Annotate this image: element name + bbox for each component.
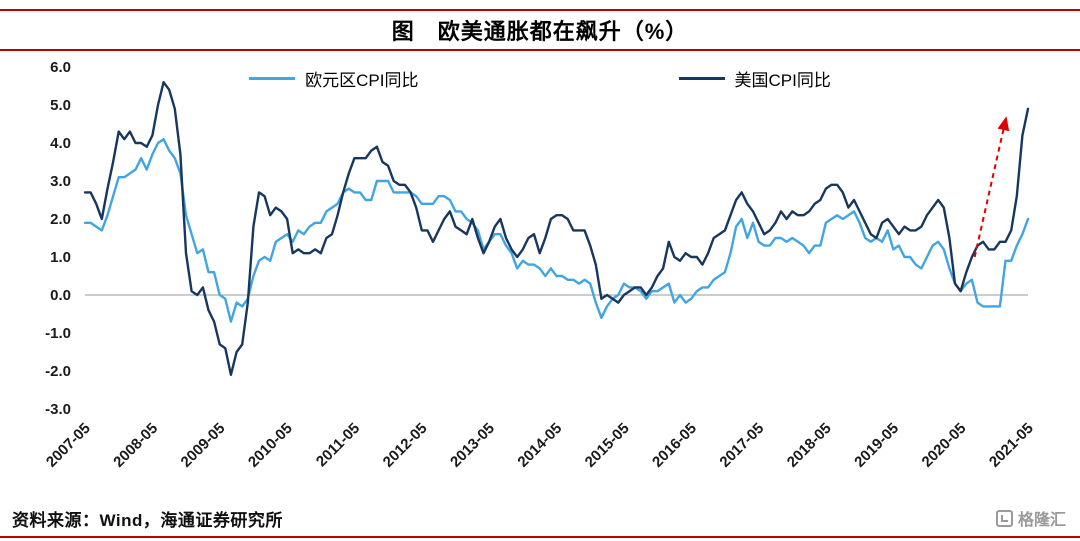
top-divider	[0, 9, 1080, 11]
x-tick-label: 2015-05	[582, 420, 633, 471]
x-tick-label: 2007-05	[43, 420, 94, 471]
page-footer: 资料来源：Wind，海通证券研究所 格隆汇	[12, 503, 1066, 533]
x-tick-label: 2011-05	[313, 420, 363, 470]
x-tick-label: 2013-05	[447, 420, 498, 471]
eurozone-cpi-line	[83, 137, 1030, 323]
x-tick-label: 2021-05	[986, 420, 1037, 471]
y-tick-label: -2.0	[45, 363, 71, 380]
y-tick-label: -3.0	[45, 401, 71, 418]
y-tick-label: 4.0	[50, 135, 71, 152]
chart-canvas: 6.0 5.0 4.0 3.0 2.0 1.0 0.0 -1.0 -2.0 -3.0 2007-05…	[43, 59, 1037, 471]
x-tick-label: 2010-05	[245, 420, 296, 471]
us-cpi-line	[83, 81, 1030, 376]
x-tick-label: 2019-05	[851, 420, 902, 471]
bottom-divider	[0, 536, 1080, 538]
gelonghui-icon	[995, 509, 1013, 527]
chart-title: 图 欧美通胀都在飙升（%）	[391, 19, 689, 44]
x-tick-label: 2014-05	[514, 420, 565, 471]
x-tick-label: 2017-05	[716, 420, 767, 471]
y-tick-label: -1.0	[45, 325, 71, 342]
x-tick-label: 2020-05	[919, 420, 970, 471]
surge-arrow-annotation	[973, 116, 1010, 258]
y-tick-label: 5.0	[50, 97, 71, 114]
x-tick-label: 2016-05	[649, 420, 700, 471]
y-tick-label: 0.0	[50, 287, 71, 304]
y-tick-label: 1.0	[50, 249, 71, 266]
y-tick-label: 3.0	[50, 173, 71, 190]
x-tick-label: 2018-05	[784, 420, 835, 471]
x-tick-label: 2008-05	[110, 420, 161, 471]
cpi-line-chart: 6.0 5.0 4.0 3.0 2.0 1.0 0.0 -1.0 -2.0 -3.0 2007-05…	[0, 54, 1080, 486]
data-source: 资料来源：Wind，海通证券研究所	[12, 510, 283, 530]
gelonghui-logo: 格隆汇	[995, 506, 1066, 530]
x-tick-label: 2012-05	[380, 420, 431, 471]
x-tick-label: 2009-05	[178, 420, 229, 471]
y-tick-label: 2.0	[50, 211, 71, 228]
gelonghui-logo-text: 格隆汇	[1017, 512, 1066, 529]
y-tick-label: 6.0	[50, 59, 71, 76]
title-divider	[0, 49, 1080, 51]
